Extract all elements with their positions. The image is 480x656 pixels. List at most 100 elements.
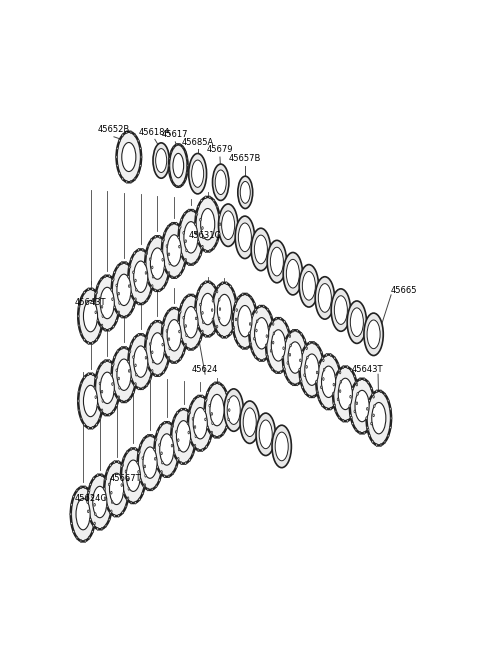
Ellipse shape	[334, 404, 336, 407]
Ellipse shape	[323, 378, 324, 380]
Ellipse shape	[84, 540, 86, 543]
Ellipse shape	[152, 266, 153, 269]
Ellipse shape	[354, 410, 356, 413]
Ellipse shape	[112, 364, 113, 367]
Ellipse shape	[92, 342, 94, 344]
Ellipse shape	[219, 223, 221, 226]
Ellipse shape	[186, 172, 188, 174]
Ellipse shape	[321, 386, 322, 388]
Ellipse shape	[288, 380, 290, 382]
Ellipse shape	[196, 344, 198, 347]
Ellipse shape	[227, 396, 240, 424]
Ellipse shape	[195, 317, 197, 319]
Ellipse shape	[316, 354, 341, 409]
Ellipse shape	[190, 440, 192, 442]
Ellipse shape	[70, 513, 72, 516]
Ellipse shape	[194, 444, 196, 447]
Ellipse shape	[145, 356, 147, 359]
Ellipse shape	[186, 157, 188, 159]
Ellipse shape	[163, 286, 164, 289]
Ellipse shape	[146, 299, 147, 302]
Ellipse shape	[104, 329, 106, 331]
Ellipse shape	[250, 297, 252, 299]
Ellipse shape	[76, 537, 78, 539]
Ellipse shape	[187, 422, 189, 424]
Ellipse shape	[104, 413, 106, 416]
Ellipse shape	[78, 374, 103, 428]
Ellipse shape	[235, 302, 236, 305]
Ellipse shape	[164, 421, 166, 424]
Ellipse shape	[188, 209, 190, 212]
Ellipse shape	[168, 310, 169, 313]
Text: 45624: 45624	[192, 365, 218, 374]
Ellipse shape	[80, 333, 82, 335]
Ellipse shape	[167, 319, 181, 351]
Ellipse shape	[162, 223, 186, 277]
Ellipse shape	[211, 309, 213, 312]
Ellipse shape	[197, 449, 199, 451]
Ellipse shape	[300, 342, 324, 397]
Ellipse shape	[266, 354, 267, 356]
Ellipse shape	[160, 434, 174, 465]
Ellipse shape	[331, 289, 350, 331]
Ellipse shape	[350, 414, 351, 417]
Ellipse shape	[249, 332, 250, 335]
Ellipse shape	[177, 411, 178, 414]
Ellipse shape	[113, 325, 114, 328]
Ellipse shape	[146, 337, 147, 339]
Ellipse shape	[300, 333, 302, 335]
Ellipse shape	[161, 470, 162, 474]
Ellipse shape	[367, 320, 380, 348]
Ellipse shape	[93, 477, 95, 480]
Text: 45617: 45617	[162, 131, 189, 139]
Ellipse shape	[235, 299, 237, 302]
Ellipse shape	[273, 323, 274, 325]
Ellipse shape	[112, 382, 113, 386]
Ellipse shape	[210, 385, 212, 388]
Ellipse shape	[78, 289, 103, 343]
Ellipse shape	[142, 387, 144, 390]
Ellipse shape	[130, 131, 132, 133]
Ellipse shape	[318, 283, 331, 312]
Ellipse shape	[333, 367, 358, 421]
Ellipse shape	[88, 426, 89, 429]
Ellipse shape	[97, 369, 98, 372]
Ellipse shape	[164, 475, 166, 478]
Ellipse shape	[235, 318, 237, 321]
Ellipse shape	[84, 300, 97, 332]
Ellipse shape	[259, 359, 260, 361]
Ellipse shape	[130, 312, 131, 315]
Ellipse shape	[185, 151, 186, 153]
Ellipse shape	[246, 346, 248, 350]
Ellipse shape	[92, 495, 93, 498]
Ellipse shape	[217, 333, 219, 335]
Ellipse shape	[205, 398, 207, 401]
Ellipse shape	[71, 503, 72, 506]
Ellipse shape	[268, 361, 270, 364]
Ellipse shape	[156, 466, 158, 468]
Ellipse shape	[373, 414, 374, 417]
Text: 45679: 45679	[207, 146, 233, 155]
Ellipse shape	[170, 435, 172, 438]
Ellipse shape	[95, 276, 120, 330]
Ellipse shape	[196, 213, 198, 215]
Ellipse shape	[87, 491, 89, 494]
Ellipse shape	[380, 390, 382, 393]
Ellipse shape	[116, 319, 118, 322]
Ellipse shape	[270, 350, 272, 352]
Ellipse shape	[118, 293, 120, 295]
Ellipse shape	[87, 501, 88, 503]
Ellipse shape	[84, 423, 85, 426]
Ellipse shape	[201, 209, 215, 240]
Ellipse shape	[132, 356, 134, 359]
Ellipse shape	[292, 329, 294, 332]
Ellipse shape	[80, 540, 82, 543]
Ellipse shape	[226, 426, 227, 429]
Ellipse shape	[130, 265, 131, 268]
Ellipse shape	[299, 368, 300, 371]
Ellipse shape	[155, 374, 156, 377]
Ellipse shape	[125, 316, 127, 318]
Ellipse shape	[108, 483, 110, 486]
Ellipse shape	[256, 329, 257, 332]
Ellipse shape	[150, 248, 165, 279]
